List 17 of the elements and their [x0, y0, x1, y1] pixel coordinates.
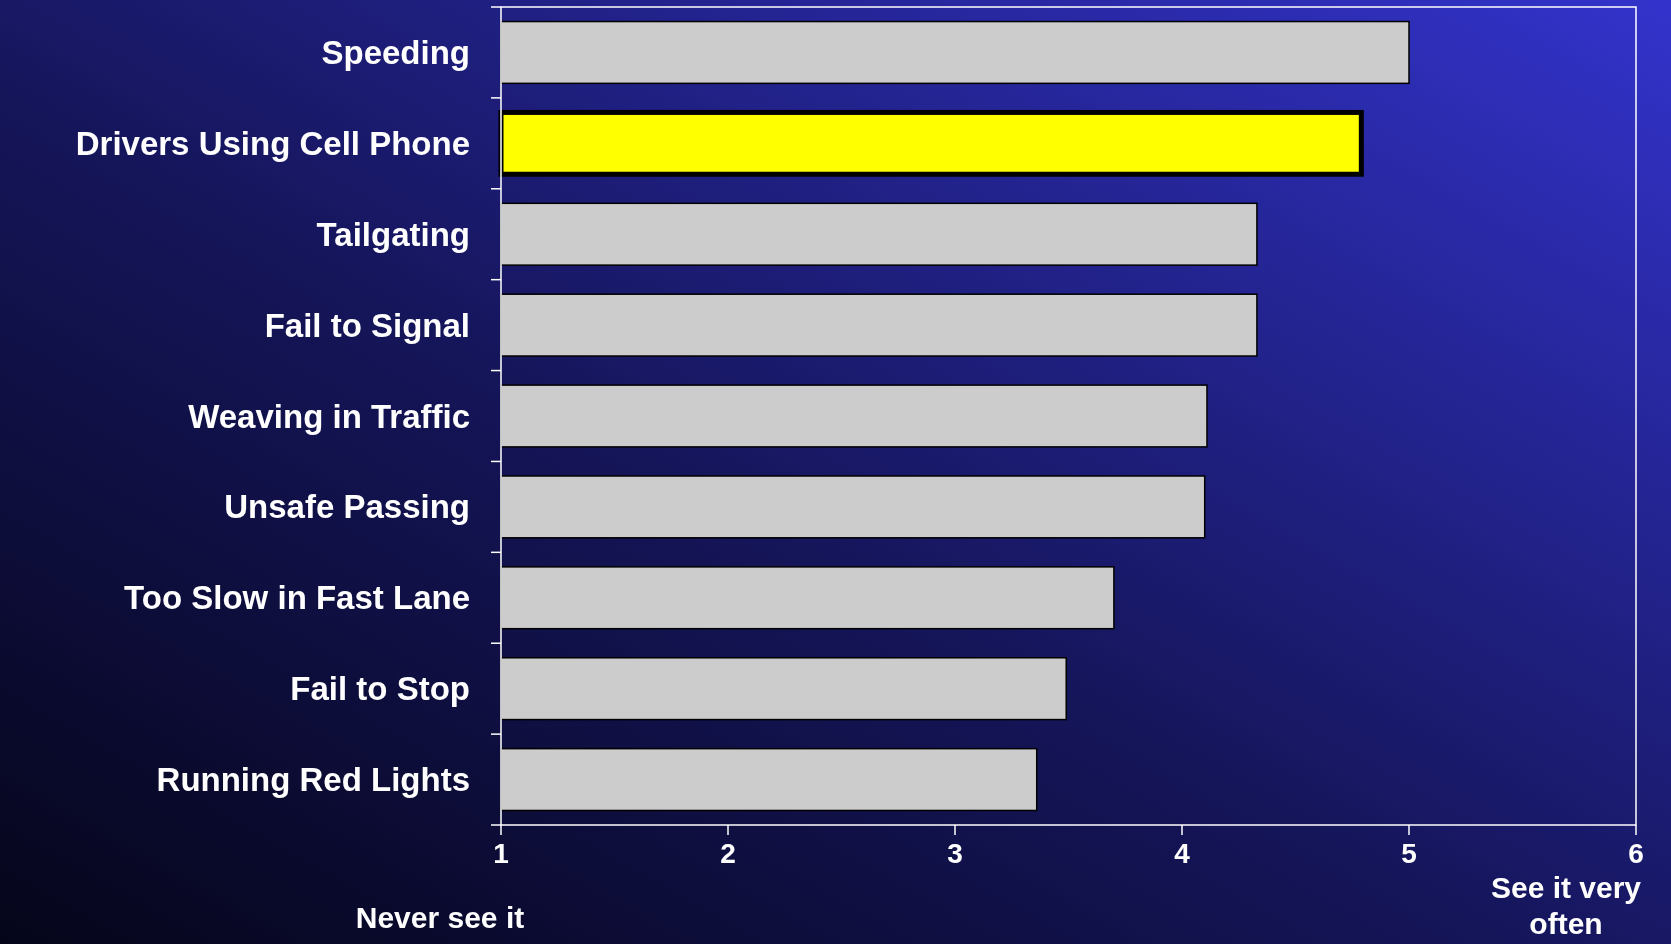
y-tick-label: Unsafe Passing — [224, 488, 470, 526]
x-tick-label: 4 — [1174, 838, 1191, 869]
y-tick-label: Speeding — [321, 33, 470, 71]
x-tick-label: 6 — [1628, 838, 1644, 869]
text: See it very often — [1490, 871, 1642, 940]
x-tick-label: 5 — [1401, 838, 1417, 869]
y-tick-label: Tailgating — [316, 215, 470, 253]
y-tick-label: Weaving in Traffic — [188, 397, 470, 435]
y-tick-label: Running Red Lights — [156, 761, 470, 799]
y-tick-label: Too Slow in Fast Lane — [124, 579, 470, 617]
y-tick-label: Fail to Signal — [264, 306, 470, 344]
text: Never see it — [355, 901, 525, 934]
x-tick-label: 1 — [493, 838, 509, 869]
y-tick-label: Fail to Stop — [290, 670, 470, 708]
x-tick-label: 3 — [947, 838, 963, 869]
x-tick-label: 2 — [720, 838, 736, 869]
y-tick-label: Drivers Using Cell Phone — [75, 124, 470, 162]
